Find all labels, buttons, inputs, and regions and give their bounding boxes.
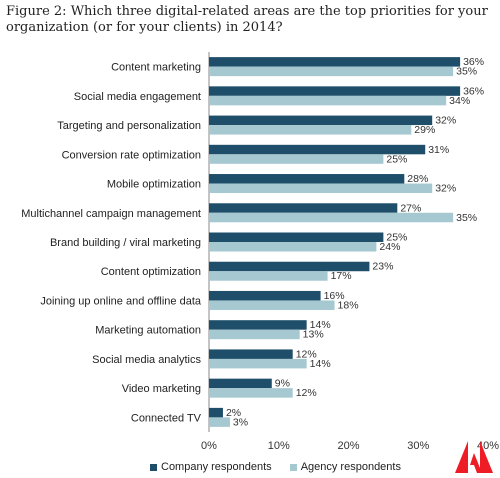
value-label-agency: 35% [456, 66, 477, 78]
value-label-company: 27% [400, 202, 421, 214]
bar-company [209, 320, 307, 330]
value-label-agency: 18% [338, 299, 359, 311]
bar-company [209, 174, 405, 184]
legend-swatch-company [150, 463, 157, 471]
bar-agency [209, 125, 412, 135]
bar-agency [209, 95, 447, 106]
value-label-agency: 25% [386, 153, 407, 165]
bar-company [209, 203, 398, 213]
x-tick-label: 0% [201, 440, 217, 452]
value-label-company: 2% [226, 407, 241, 419]
bar-agency [209, 271, 328, 281]
value-label-company: 23% [372, 261, 393, 273]
legend-item-company: Company respondents [150, 461, 272, 473]
bar-company [209, 144, 426, 155]
value-label-company: 32% [435, 115, 456, 127]
category-label: Social media analytics [92, 354, 201, 366]
bar-company [209, 349, 293, 359]
value-label-agency: 17% [331, 270, 352, 282]
value-label-agency: 35% [456, 212, 477, 224]
value-label-company: 12% [296, 348, 317, 360]
bar-agency [209, 329, 300, 340]
value-label-agency: 34% [449, 95, 470, 107]
x-tick-label: 10% [268, 440, 290, 452]
category-label: Conversion rate optimization [62, 149, 201, 161]
bar-agency [209, 358, 307, 369]
value-label-company: 16% [324, 290, 345, 302]
category-label: Marketing automation [95, 325, 201, 337]
bar-company [209, 115, 433, 126]
value-label-agency: 29% [414, 124, 435, 136]
category-label: Connected TV [131, 412, 202, 424]
value-label-agency: 32% [435, 183, 456, 195]
bar-company [209, 407, 223, 418]
bar-company [209, 378, 272, 389]
bar-agency [209, 212, 454, 223]
bar-agency [209, 388, 293, 398]
bar-agency [209, 154, 384, 164]
category-label: Multichannel campaign management [21, 208, 201, 220]
legend-item-agency: Agency respondents [289, 461, 401, 473]
category-label: Content marketing [111, 62, 201, 74]
value-label-agency: 12% [296, 387, 317, 399]
category-label: Mobile optimization [107, 179, 201, 191]
bar-agency [209, 66, 454, 77]
category-label: Brand building / viral marketing [50, 237, 201, 249]
value-label-agency: 24% [379, 241, 400, 253]
value-label-company: 31% [428, 144, 449, 156]
category-label: Social media engagement [74, 91, 201, 103]
value-label-company: 25% [386, 232, 407, 244]
legend-swatch-agency [289, 463, 297, 471]
bar-company [209, 86, 461, 96]
value-label-company: 36% [463, 85, 484, 97]
bar-agency [209, 242, 377, 252]
adobe-logo [455, 441, 493, 473]
x-tick-label: 20% [337, 440, 359, 452]
value-label-agency: 3% [233, 416, 248, 428]
legend-label-company: Company respondents [161, 461, 272, 473]
bar-company [209, 57, 461, 67]
bar-agency [209, 300, 335, 310]
chart-title: Figure 2: Which three digital-related ar… [6, 4, 488, 35]
category-label: Targeting and personalization [57, 120, 201, 132]
bar-company [209, 290, 321, 301]
value-label-agency: 14% [310, 358, 331, 370]
value-label-agency: 13% [303, 329, 324, 341]
bar-company [209, 232, 384, 242]
bar-company [209, 261, 370, 272]
category-label: Content optimization [101, 266, 201, 278]
chart-legend: Company respondents Agency respondents [150, 461, 401, 473]
category-label: Video marketing [122, 383, 201, 395]
bar-agency [209, 183, 433, 194]
value-label-company: 36% [463, 56, 484, 68]
value-label-company: 9% [275, 378, 290, 390]
x-tick-label: 30% [407, 440, 429, 452]
category-label: Joining up online and offline data [40, 295, 202, 307]
legend-label-agency: Agency respondents [300, 461, 401, 473]
value-label-company: 28% [407, 173, 428, 185]
bar-agency [209, 417, 230, 427]
value-label-company: 14% [310, 319, 331, 331]
